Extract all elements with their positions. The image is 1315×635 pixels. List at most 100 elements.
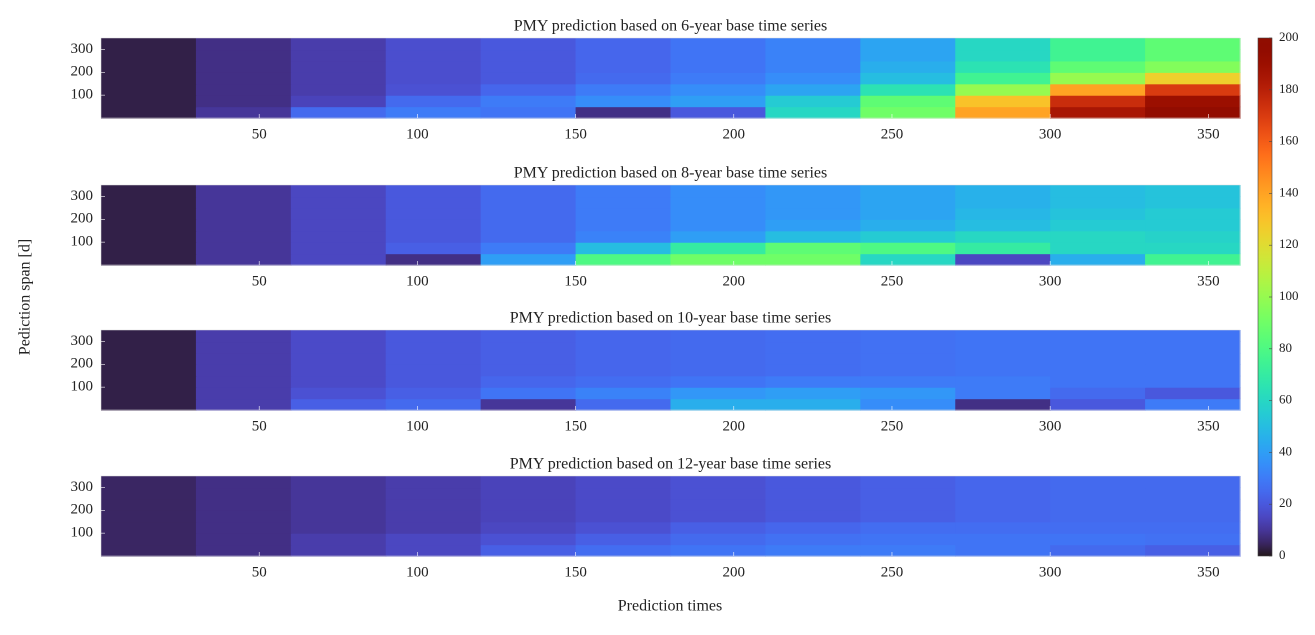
chart-title: PMY prediction based on 6-year base time… [514, 18, 828, 35]
heatmap-cell [670, 60, 767, 73]
heatmap-cell [385, 330, 482, 343]
heatmap-cell [480, 49, 577, 62]
heatmap-cell [955, 72, 1051, 85]
heatmap-cell [575, 230, 672, 243]
heatmap-cell [670, 352, 767, 365]
heatmap-cell [765, 185, 861, 198]
heatmap-cell [480, 387, 577, 400]
heatmap-cell [955, 38, 1051, 51]
heatmap-cell [101, 106, 197, 119]
heatmap-cell [290, 185, 387, 198]
heatmap-cell [575, 49, 672, 62]
heatmap-cell [290, 510, 387, 523]
heatmap-cell [860, 352, 956, 365]
heatmap-cell [195, 106, 292, 119]
heatmap-cell [101, 38, 197, 51]
heatmap-cell [195, 38, 292, 51]
heatmap-cell [1050, 60, 1146, 73]
heatmap-cell [860, 330, 956, 343]
heatmap-cell [1050, 242, 1146, 255]
heatmap-cell [385, 49, 482, 62]
heatmap-cell [290, 375, 387, 388]
heatmap-cell [860, 398, 956, 411]
heatmap-cell [195, 364, 292, 377]
heatmap-cell [575, 533, 672, 546]
heatmap-cell [1145, 60, 1241, 73]
heatmap-cell [101, 387, 197, 400]
heatmap-cell [290, 242, 387, 255]
chart-title: PMY prediction based on 12-year base tim… [510, 456, 832, 473]
x-tick-label: 100 [406, 564, 429, 580]
heatmap-cell [1145, 533, 1241, 546]
heatmap-cell [670, 476, 767, 489]
heatmap-cell [290, 253, 387, 266]
colorbar-tick-label: 180 [1279, 81, 1299, 96]
heatmap-cell [670, 83, 767, 96]
heatmap-cell [195, 521, 292, 534]
heatmap-cell [1050, 398, 1146, 411]
heatmap-cell [955, 352, 1051, 365]
heatmap-cell [670, 387, 767, 400]
heatmap-cell [1050, 330, 1146, 343]
heatmap-cell [290, 330, 387, 343]
heatmap-cell [101, 207, 197, 220]
heatmap-cell [765, 375, 861, 388]
plot-frame [100, 329, 1241, 411]
heatmap-cell [101, 398, 197, 411]
heatmap-cell [1145, 253, 1241, 266]
heatmap-cell [385, 544, 482, 557]
heatmap-cell [290, 533, 387, 546]
heatmap-cell [195, 242, 292, 255]
heatmap-cell [290, 106, 387, 119]
heatmap-cell [670, 398, 767, 411]
heatmap-cell [195, 49, 292, 62]
heatmap-cell [101, 533, 197, 546]
y-tick-label: 100 [71, 525, 94, 541]
heatmap-cell [575, 352, 672, 365]
heatmap-cell [1050, 387, 1146, 400]
heatmap-cell [195, 230, 292, 243]
heatmap-cell [955, 95, 1051, 108]
heatmap-cell [670, 219, 767, 232]
heatmap-cell [1145, 330, 1241, 343]
heatmap-cell [385, 196, 482, 209]
heatmap-cell [860, 60, 956, 73]
y-tick-label: 300 [71, 41, 94, 57]
heatmap-cell [480, 533, 577, 546]
heatmap-cell [1050, 341, 1146, 354]
heatmap-cell [670, 487, 767, 500]
heatmap-cell [480, 219, 577, 232]
heatmap-cell [385, 476, 482, 489]
heatmap-cell [1145, 196, 1241, 209]
heatmap-cell [1145, 364, 1241, 377]
heatmap-cell [1145, 487, 1241, 500]
heatmap-cell [195, 83, 292, 96]
heatmap-cell [860, 487, 956, 500]
heatmap-cell [955, 219, 1051, 232]
heatmap-cell [195, 544, 292, 557]
heatmap-cell [1145, 72, 1241, 85]
heatmap-cell [290, 364, 387, 377]
x-tick-label: 150 [564, 273, 587, 289]
heatmap-cell [575, 398, 672, 411]
heatmap-cell [765, 72, 861, 85]
heatmap-cell [385, 185, 482, 198]
heatmap-cell [860, 49, 956, 62]
heatmap-cell [101, 544, 197, 557]
heatmap-cell [195, 60, 292, 73]
heatmap-cell [1145, 341, 1241, 354]
heatmap-cell [1145, 352, 1241, 365]
heatmap-cell [670, 106, 767, 119]
heatmap-cell [1145, 230, 1241, 243]
heatmap-cell [290, 219, 387, 232]
heatmap-cell [385, 253, 482, 266]
heatmap-cell [765, 83, 861, 96]
heatmap-cell [1050, 544, 1146, 557]
heatmap-cell [860, 341, 956, 354]
x-tick-label: 250 [881, 273, 904, 289]
heatmap-cell [480, 207, 577, 220]
heatmap-cell [860, 38, 956, 51]
heatmap-cell [860, 106, 956, 119]
heatmap-cell [480, 375, 577, 388]
